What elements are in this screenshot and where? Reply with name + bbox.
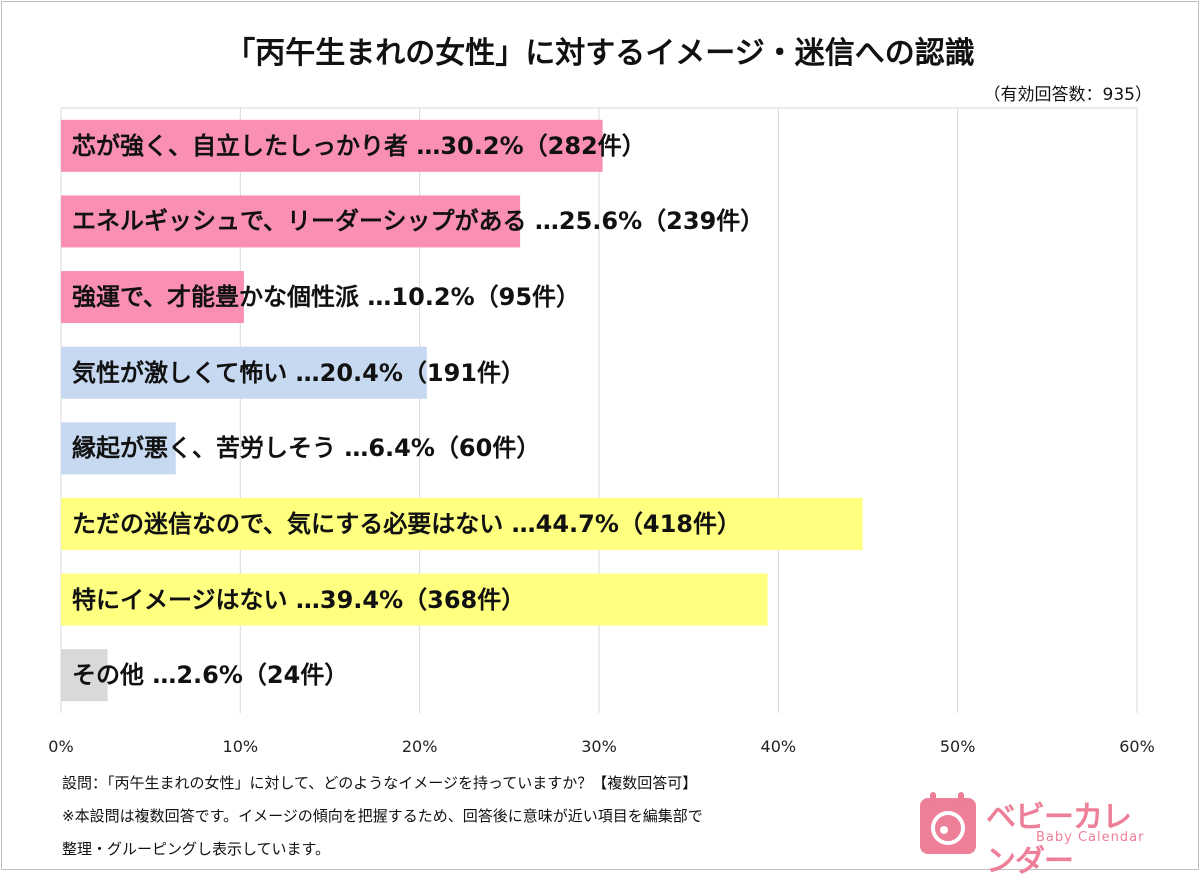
- baby-calendar-logo: ベビーカレンダー Baby Calendar: [918, 790, 1158, 879]
- bar: [61, 346, 427, 399]
- x-tick-label: 20%: [401, 737, 438, 756]
- x-tick-label: 40%: [760, 737, 797, 756]
- footer-question: 設問：「丙午生まれの女性」に対して、どのようなイメージを持っていますか？【複数回…: [62, 774, 698, 792]
- x-tick-label: 0%: [48, 737, 74, 756]
- respondent-count: （有効回答数：935）: [983, 85, 1152, 105]
- bar-data-label: ただの迷信なので、気にする必要はない …44.7%（418件）: [72, 509, 741, 538]
- footer-note-2: 整理・グルーピングし表示しています。: [62, 840, 331, 858]
- x-tick-label: 60%: [1119, 737, 1155, 756]
- calendar-logo-icon: [920, 792, 976, 854]
- bar: [61, 649, 108, 702]
- bar-data-label: 縁起が悪く、苦労しそう …6.4%（60件）: [72, 434, 541, 463]
- bar-data-label: 芯が強く、自立したしっかり者 …30.2%（282件）: [72, 131, 646, 160]
- bar-data-label: その他 …2.6%（24件）: [72, 661, 349, 690]
- bar-data-label: 特にイメージはない …39.4%（368件）: [72, 585, 526, 614]
- x-tick-label: 50%: [939, 737, 976, 756]
- bar: [61, 497, 863, 550]
- bar-data-label: 強運で、才能豊かな個性派 …10.2%（95件）: [72, 283, 581, 312]
- x-tick-label: 10%: [222, 737, 259, 756]
- bar-data-label: 気性が激しくて怖い …20.4%（191件）: [72, 358, 525, 387]
- footer-note: ※本設問は複数回答です。イメージの傾向を把握するため、回答後に意味が近い項目を編…: [62, 807, 703, 825]
- bar: [61, 422, 176, 475]
- x-tick-label: 30%: [581, 737, 617, 756]
- logo-subtext: Baby Calendar: [1036, 830, 1145, 845]
- bar-data-label: エネルギッシュで、リーダーシップがある …25.6%（239件）: [72, 207, 765, 236]
- bar: [61, 119, 603, 172]
- bar: [61, 573, 768, 626]
- chart-title: 「丙午生まれの女性」に対するイメージ・迷信への認識: [225, 36, 975, 71]
- bar: [61, 195, 521, 248]
- bar: [61, 271, 244, 324]
